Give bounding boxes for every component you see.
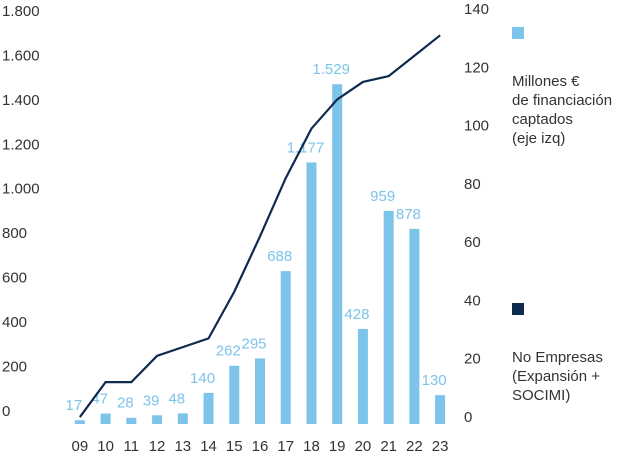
y-tick-label: 600 <box>2 270 27 287</box>
y2-tick-label: 40 <box>464 292 481 309</box>
y2-tick-label: 60 <box>464 234 481 251</box>
bar <box>177 413 188 424</box>
bar <box>306 162 317 424</box>
data-label: 959 <box>370 188 395 205</box>
x-tick-label: 11 <box>124 438 140 455</box>
bar <box>126 417 137 424</box>
data-label: 295 <box>241 335 266 352</box>
bar <box>152 415 163 424</box>
line <box>78 34 441 418</box>
bar <box>280 271 291 424</box>
x-tick-label: 22 <box>406 438 423 455</box>
y-tick-label: 0 <box>2 403 10 420</box>
data-label: 140 <box>190 370 215 387</box>
data-label: 1.177 <box>287 139 325 156</box>
data-label: 1.529 <box>312 61 350 78</box>
x-tick-label: 16 <box>252 438 269 455</box>
y-tick-label: 1.000 <box>2 181 40 198</box>
y2-tick-label: 140 <box>464 1 489 18</box>
bar <box>409 228 420 424</box>
x-tick-label: 13 <box>174 438 191 455</box>
x-tick-label: 19 <box>329 438 346 455</box>
y-tick-label: 1.800 <box>2 3 40 20</box>
x-tick-label: 17 <box>277 438 294 455</box>
x-tick-label: 20 <box>355 438 372 455</box>
y-tick-label: 200 <box>2 359 27 376</box>
y2-tick-label: 120 <box>464 59 489 76</box>
data-label: 39 <box>143 392 160 409</box>
data-label: 688 <box>267 248 292 265</box>
data-label: 878 <box>396 206 421 223</box>
legend-swatch <box>512 27 524 39</box>
legend-item: No Empresas (Expansión + SOCIMI) <box>512 284 624 424</box>
y-tick-label: 800 <box>2 225 27 242</box>
y-tick-label: 1.200 <box>2 136 40 153</box>
data-label: 428 <box>344 306 369 323</box>
legend-label: Millones € de financiación captados (eje… <box>512 73 613 147</box>
legend-swatch <box>512 303 524 315</box>
legend-item: Millones € de financiación captados (eje… <box>512 8 624 167</box>
bar <box>74 420 85 424</box>
legend-label: No Empresas (Expansión + SOCIMI) <box>512 349 603 404</box>
x-tick-label: 18 <box>303 438 320 455</box>
data-label: 262 <box>216 343 241 360</box>
y2-tick-label: 20 <box>464 351 481 368</box>
data-label: 130 <box>422 372 447 389</box>
x-tick-label: 14 <box>200 438 217 455</box>
x-tick-label: 10 <box>97 438 114 455</box>
y2-tick-label: 0 <box>464 409 472 426</box>
bar <box>203 392 214 424</box>
x-tick-label: 09 <box>72 438 89 455</box>
bar <box>255 358 265 424</box>
x-tick-label: 23 <box>432 438 449 455</box>
x-tick-label: 21 <box>380 438 397 455</box>
x-tick-label: 15 <box>226 438 243 455</box>
data-label: 17 <box>66 397 83 414</box>
y2-tick-label: 80 <box>464 176 481 193</box>
data-label: 48 <box>168 390 185 407</box>
y-tick-label: 1.400 <box>2 92 40 109</box>
data-label: 28 <box>117 395 134 412</box>
bar <box>435 395 446 424</box>
x-tick-label: 12 <box>149 438 166 455</box>
bar <box>332 84 343 424</box>
y2-tick-label: 100 <box>464 118 489 135</box>
bar <box>100 413 111 424</box>
bar <box>357 328 368 424</box>
y-tick-label: 1.600 <box>2 47 40 64</box>
y-tick-label: 400 <box>2 314 27 331</box>
bar <box>383 210 394 424</box>
bar <box>229 365 240 424</box>
